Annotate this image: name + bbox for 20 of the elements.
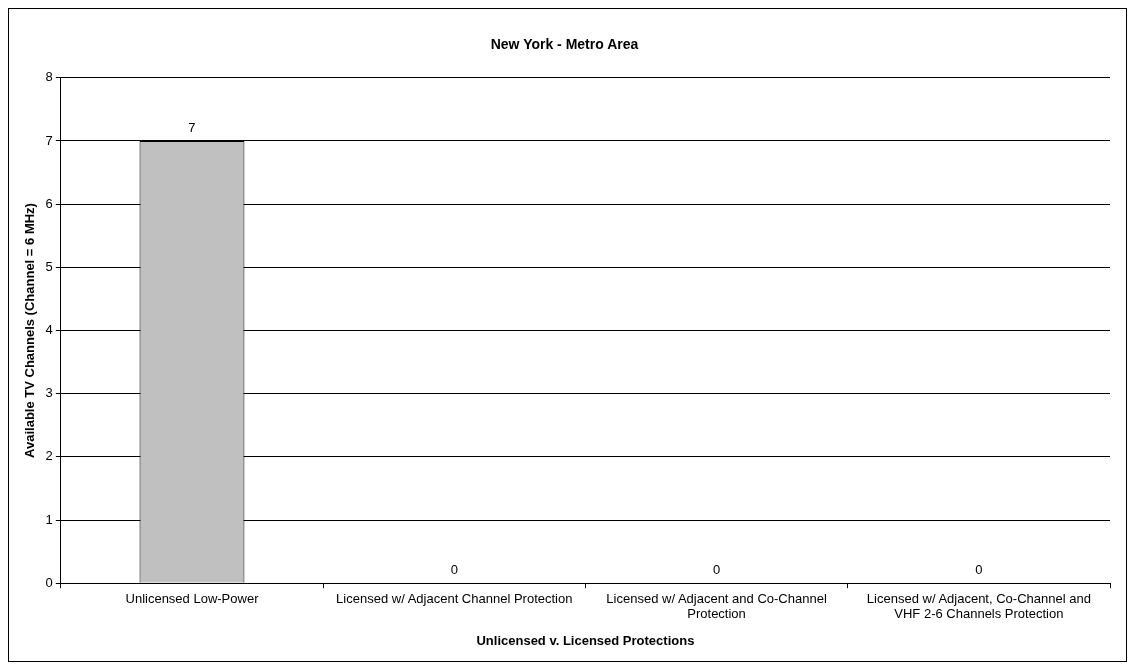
y-tick-label: 1 [45,511,53,527]
y-tick-label: 7 [45,132,53,148]
x-axis-title: Unlicensed v. Licensed Protections [476,632,695,648]
y-tick-label: 4 [45,322,53,338]
data-label: 7 [188,120,196,136]
data-label: 0 [712,562,721,578]
y-tick-label: 8 [45,69,53,85]
y-axis-title: Available TV Channels (Channel = 6 MHz) [22,203,38,458]
y-tick-label: 3 [45,385,53,401]
data-label: 0 [975,562,983,578]
data-label: 0 [450,562,458,578]
chart-title: New York - Metro Area [490,36,639,53]
x-tick-label: Licensed w/ Adjacent and Co-Channel Protection [606,590,827,622]
x-tick-label: Unlicensed Low-Power [125,590,260,606]
y-tick-label: 6 [45,195,53,211]
y-tick-label: 5 [45,258,53,274]
y-tick-label: 0 [45,574,53,590]
x-tick-label: Licensed w/ Adjacent, Co-Channel and VHF 2-6 Channels Protection [866,590,1091,622]
y-tick-label: 2 [45,448,53,464]
x-tick-label: Licensed w/ Adjacent Channel Protection [336,590,573,606]
